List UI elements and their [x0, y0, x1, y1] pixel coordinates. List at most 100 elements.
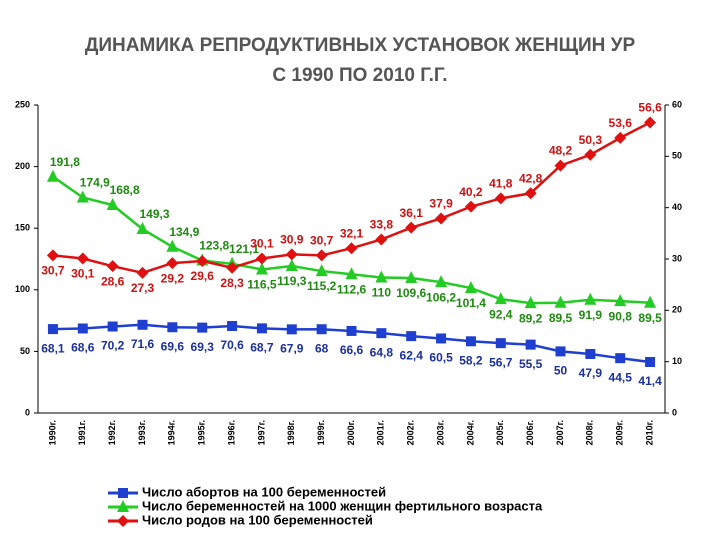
- data-point: [255, 262, 268, 275]
- data-label: 29,6: [191, 269, 215, 283]
- data-label: 60,5: [429, 351, 453, 365]
- data-point: [346, 325, 357, 336]
- x-tick-label: 1996г.: [226, 420, 236, 445]
- data-point: [76, 190, 89, 203]
- y2-tick-label: 20: [672, 305, 682, 315]
- data-point: [167, 322, 178, 333]
- data-point: [494, 192, 507, 205]
- data-point: [315, 249, 328, 262]
- data-label: 115,2: [307, 279, 337, 293]
- data-point: [435, 212, 448, 225]
- x-tick-label: 2006г.: [525, 420, 535, 445]
- y-tick-label: 150: [15, 223, 30, 233]
- data-label: 101,4: [456, 296, 486, 310]
- data-point: [406, 331, 417, 342]
- data-point: [137, 319, 148, 330]
- data-point: [554, 295, 567, 308]
- data-label: 123,8: [199, 239, 229, 253]
- data-point: [255, 252, 268, 265]
- legend-marker: [117, 515, 129, 527]
- data-label: 62,4: [400, 348, 424, 362]
- data-label: 56,7: [489, 355, 513, 369]
- data-label: 68,7: [250, 341, 274, 355]
- data-label: 53,6: [609, 116, 633, 130]
- chart-title: ДИНАМИКА РЕПРОДУКТИВНЫХ УСТАНОВОК ЖЕНЩИН…: [85, 35, 636, 56]
- data-point: [106, 198, 119, 211]
- data-point: [465, 336, 476, 347]
- x-tick-label: 2010г.: [644, 420, 654, 445]
- data-point: [227, 321, 238, 332]
- data-point: [614, 131, 627, 144]
- data-point: [285, 248, 298, 261]
- data-label: 174,9: [80, 176, 110, 190]
- data-label: 69,6: [161, 339, 185, 353]
- data-point: [107, 321, 118, 332]
- data-label: 37,9: [429, 197, 453, 211]
- x-tick-label: 1995г.: [197, 420, 207, 445]
- x-tick-label: 2000г.: [346, 420, 356, 445]
- data-label: 27,3: [131, 281, 155, 295]
- data-point: [525, 339, 536, 350]
- y-tick-label: 250: [15, 99, 30, 109]
- chart-title: С 1990 ПО 2010 Г.Г.: [272, 65, 447, 86]
- data-point: [464, 281, 477, 294]
- y2-tick-label: 40: [672, 202, 682, 212]
- legend-marker: [117, 500, 129, 512]
- y2-tick-label: 50: [672, 151, 682, 161]
- data-point: [494, 292, 507, 305]
- data-label: 109,6: [396, 286, 426, 300]
- data-point: [644, 295, 657, 308]
- data-label: 33,8: [370, 218, 394, 232]
- data-point: [286, 324, 297, 335]
- x-tick-label: 1994г.: [167, 420, 177, 445]
- data-label: 71,6: [131, 337, 155, 351]
- data-point: [376, 328, 387, 339]
- x-tick-label: 2001г.: [376, 420, 386, 445]
- data-label: 64,8: [370, 345, 394, 359]
- data-label: 47,9: [579, 366, 603, 380]
- data-point: [285, 259, 298, 272]
- data-point: [166, 239, 179, 252]
- data-label: 89,2: [519, 311, 543, 325]
- data-point: [76, 252, 89, 265]
- y2-tick-label: 0: [672, 407, 677, 417]
- data-label: 68,6: [71, 341, 95, 355]
- data-point: [46, 249, 59, 262]
- data-point: [47, 324, 58, 335]
- data-point: [77, 323, 88, 334]
- data-point: [495, 338, 506, 349]
- data-point: [615, 353, 626, 364]
- x-tick-label: 2002г.: [406, 420, 416, 445]
- data-point: [196, 255, 209, 268]
- data-label: 30,7: [41, 264, 65, 278]
- data-point: [405, 270, 418, 283]
- data-label: 50: [554, 364, 568, 378]
- data-label: 91,9: [579, 308, 603, 322]
- data-label: 28,6: [101, 274, 125, 288]
- data-label: 58,2: [459, 353, 483, 367]
- data-label: 191,8: [50, 155, 80, 169]
- data-point: [345, 242, 358, 255]
- data-label: 70,2: [101, 339, 125, 353]
- data-point: [436, 333, 447, 344]
- data-point: [106, 260, 119, 273]
- data-label: 149,3: [139, 207, 169, 221]
- data-label: 44,5: [609, 370, 633, 384]
- data-point: [197, 322, 208, 333]
- data-label: 112,6: [337, 282, 367, 296]
- x-tick-label: 2009г.: [615, 420, 625, 445]
- data-label: 110: [372, 286, 392, 300]
- data-label: 50,3: [579, 133, 603, 147]
- data-point: [136, 266, 149, 279]
- data-point: [554, 159, 567, 172]
- data-label: 40,2: [459, 185, 483, 199]
- data-label: 55,5: [519, 357, 543, 371]
- x-tick-label: 2003г.: [435, 420, 445, 445]
- data-point: [316, 324, 327, 335]
- data-point: [375, 233, 388, 246]
- data-point: [405, 221, 418, 234]
- y-tick-label: 0: [25, 407, 30, 417]
- data-point: [464, 200, 477, 213]
- data-point: [375, 270, 388, 283]
